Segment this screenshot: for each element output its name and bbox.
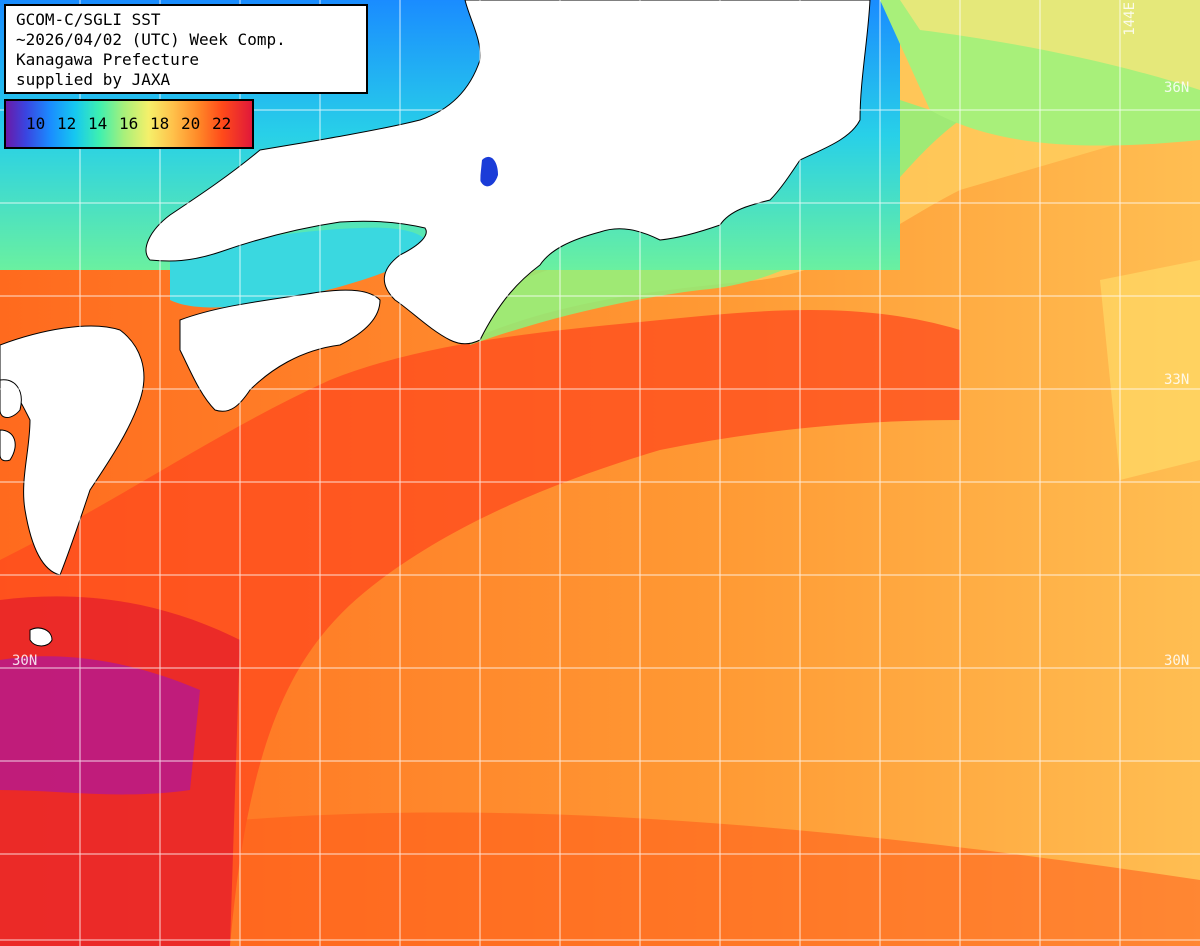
legend-label: 12 (57, 114, 77, 133)
lon-label-136e: 136E (482, 2, 498, 36)
legend-label: 22 (212, 114, 232, 133)
title-line-sensor: GCOM-C/SGLI SST (16, 10, 161, 29)
lat-label-33n: 33N (1164, 372, 1190, 388)
legend-label: 20 (181, 114, 201, 133)
legend-label: 18 (150, 114, 170, 133)
title-line-credit: supplied by JAXA (16, 70, 171, 89)
color-scale-legend: 10 12 14 16 18 20 22 (4, 99, 254, 149)
northeast-blend (900, 0, 1200, 90)
bay-blue (480, 156, 498, 187)
island-small-1 (29, 627, 53, 647)
title-box: GCOM-C/SGLI SST ~2026/04/02 (UTC) Week C… (4, 4, 368, 94)
southwest-magenta (0, 656, 200, 795)
inland-sea (170, 227, 430, 308)
legend-label: 10 (26, 114, 46, 133)
color-scale-gradient (6, 101, 252, 147)
kyushu-land (0, 325, 145, 576)
shikoku-land (179, 289, 381, 412)
color-scale-labels: 10 12 14 16 18 20 22 (26, 114, 243, 133)
title-line-prefecture: Kanagawa Prefecture (16, 50, 200, 69)
lat-label-30n-right: 30N (1164, 653, 1190, 669)
honshu-land (145, 0, 871, 345)
legend-label: 16 (119, 114, 139, 133)
title-line-date: ~2026/04/02 (UTC) Week Comp. (16, 30, 286, 49)
legend-label: 14 (88, 114, 108, 133)
east-cool (1100, 260, 1200, 480)
island-small-3 (0, 429, 16, 462)
lat-label-36n: 36N (1164, 80, 1190, 96)
lat-label-30n-left: 30N (12, 653, 38, 669)
lon-label-144e: 144E (1122, 2, 1138, 36)
